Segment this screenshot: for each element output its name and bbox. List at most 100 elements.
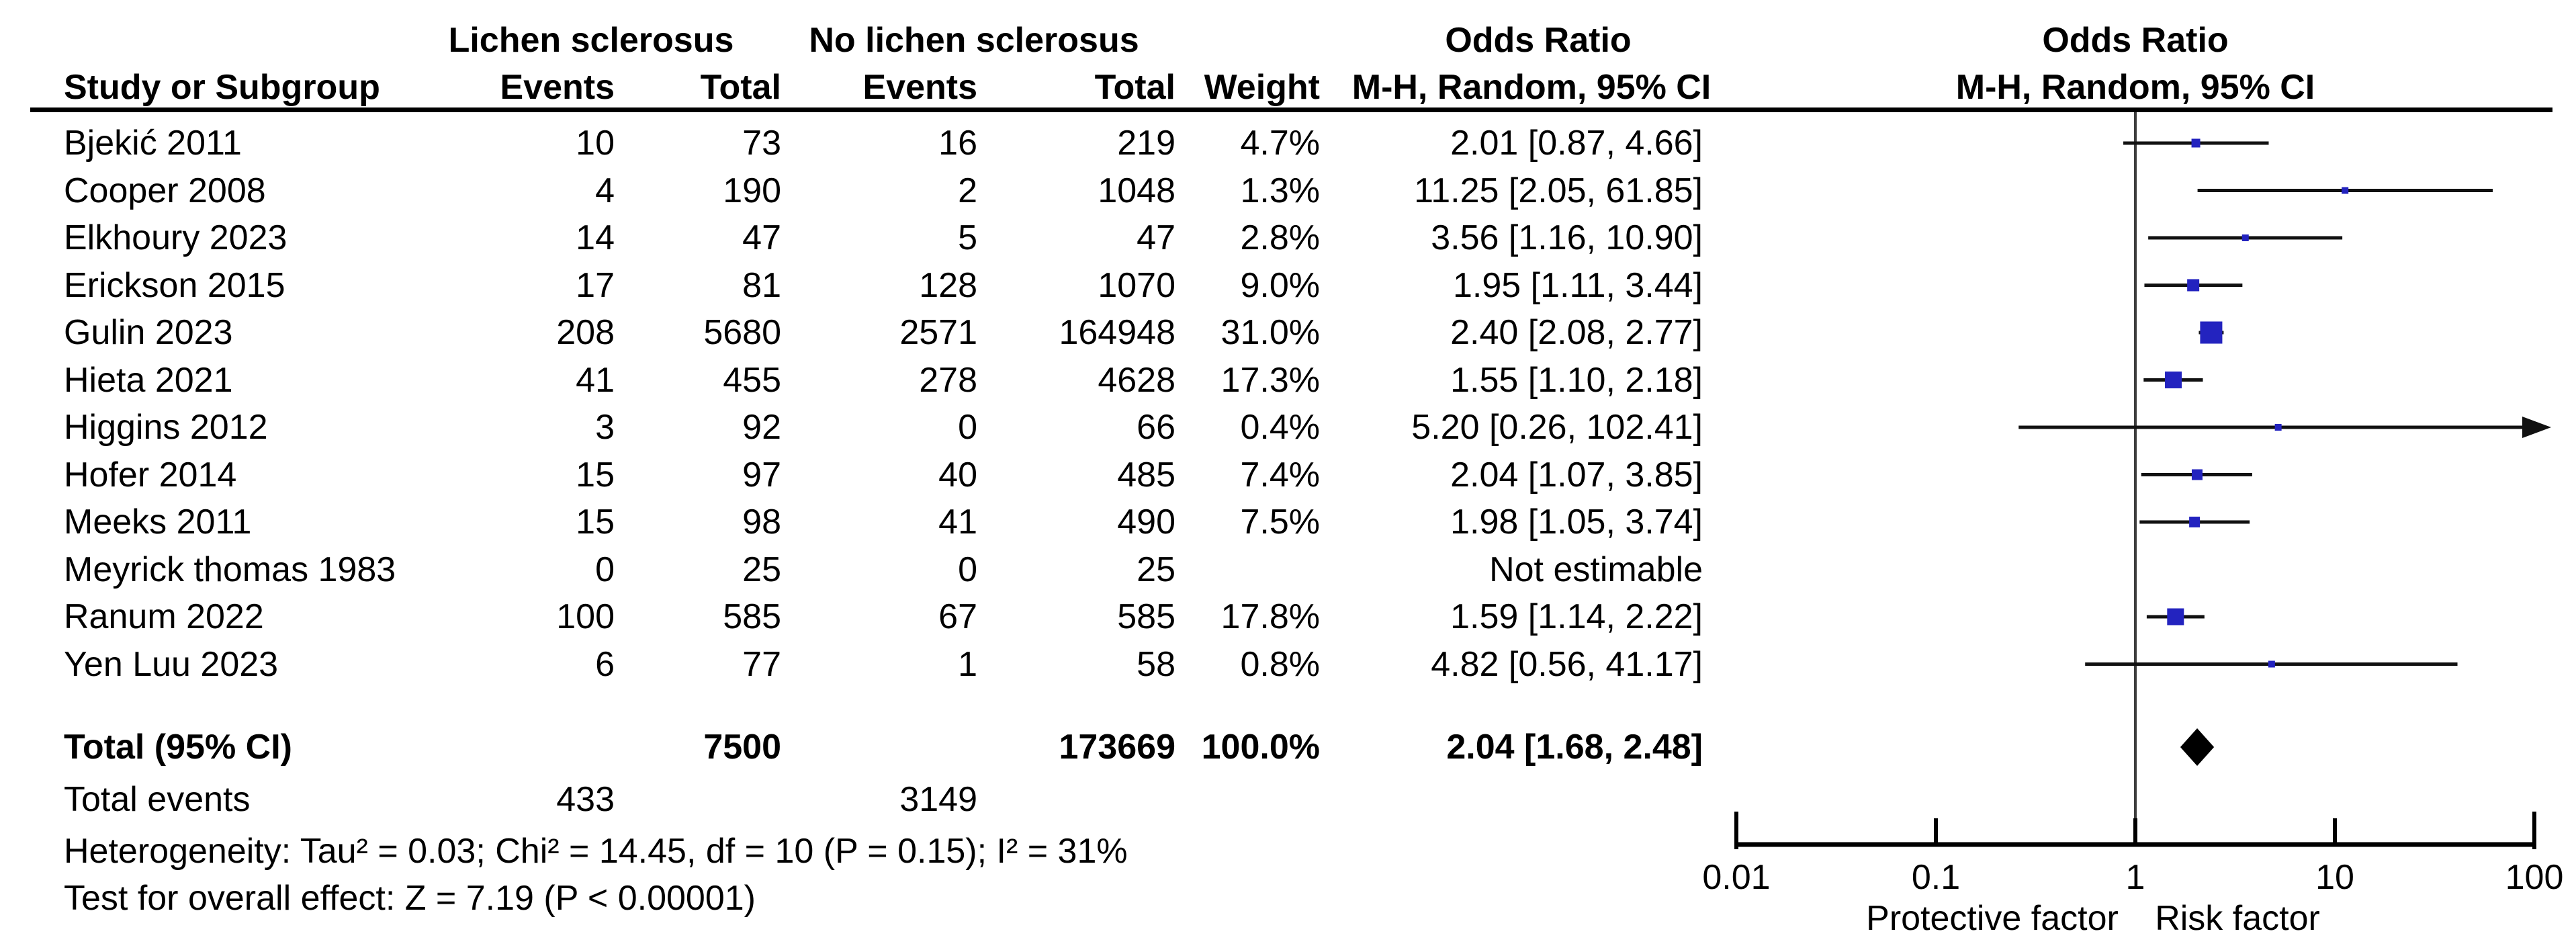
- or-ci-text: Not estimable: [1489, 550, 1703, 589]
- study-column-header: Study or Subgroup: [64, 68, 380, 107]
- total-nols-total: 173669: [1059, 728, 1175, 767]
- study-row: Higgins 2012 3 92 0 66 0.4% 5.20 [0.26, …: [0, 404, 2576, 451]
- weight: 31.0%: [1220, 313, 1320, 352]
- nols-events: 5: [958, 218, 977, 257]
- or-ci-text: 2.01 [0.87, 4.66]: [1450, 124, 1703, 163]
- or-ci-text: 1.55 [1.10, 2.18]: [1450, 360, 1703, 400]
- total-weight: 100.0%: [1201, 728, 1320, 767]
- overall-effect-row: Test for overall effect: Z = 7.19 (P < 0…: [0, 875, 2576, 922]
- or-ci-text: 1.95 [1.11, 3.44]: [1453, 265, 1703, 305]
- x-axis-tick-label: 0.1: [1911, 858, 1961, 897]
- ls-events: 0: [595, 550, 615, 589]
- weight: 17.3%: [1220, 360, 1320, 400]
- nols-total: 1048: [1098, 171, 1175, 210]
- nols-events: 67: [938, 597, 977, 636]
- nols-events: 2571: [899, 313, 977, 352]
- ls-total: 5680: [703, 313, 781, 352]
- nols-total: 4628: [1098, 360, 1175, 400]
- ls-total: 585: [723, 597, 781, 636]
- x-axis-tick-label: 0.01: [1702, 858, 1771, 897]
- group2-header: No lichen sclerosus: [809, 21, 1139, 60]
- total-label: Total (95% CI): [64, 728, 292, 767]
- total-events-ls: 433: [556, 780, 615, 819]
- study-row: Elkhoury 2023 14 47 5 47 2.8% 3.56 [1.16…: [0, 214, 2576, 261]
- or-ci-text: 4.82 [0.56, 41.17]: [1431, 644, 1703, 684]
- weight-column-header: Weight: [1204, 68, 1320, 107]
- nols-total: 47: [1137, 218, 1175, 257]
- column-header-row: Study or Subgroup Events Total Events To…: [0, 64, 2576, 111]
- or-ci-text: 3.56 [1.16, 10.90]: [1431, 218, 1703, 257]
- nols-events-column-header: Events: [862, 68, 977, 107]
- nols-events: 0: [958, 408, 977, 447]
- nols-total: 585: [1117, 597, 1175, 636]
- ls-total: 98: [742, 503, 781, 542]
- study-row: Ranum 2022 100 585 67 585 17.8% 1.59 [1.…: [0, 593, 2576, 640]
- study-row: Hofer 2014 15 97 40 485 7.4% 2.04 [1.07,…: [0, 451, 2576, 499]
- nols-events: 0: [958, 550, 977, 589]
- ls-total: 81: [742, 265, 781, 305]
- nols-events: 278: [919, 360, 977, 400]
- weight: 7.5%: [1240, 503, 1320, 542]
- ls-events: 4: [595, 171, 615, 210]
- or-ci-text: 1.59 [1.14, 2.22]: [1450, 597, 1703, 636]
- ls-events: 3: [595, 408, 615, 447]
- heterogeneity-text: Heterogeneity: Tau² = 0.03; Chi² = 14.45…: [64, 832, 1128, 871]
- x-axis-tick-label: 100: [2505, 858, 2564, 897]
- nols-total: 25: [1137, 550, 1175, 589]
- study-row: Cooper 2008 4 190 2 1048 1.3% 11.25 [2.0…: [0, 167, 2576, 214]
- study-row: Meeks 2011 15 98 41 490 7.5% 1.98 [1.05,…: [0, 499, 2576, 546]
- ls-total: 77: [742, 644, 781, 684]
- nols-events: 40: [938, 455, 977, 494]
- study-name: Meyrick thomas 1983: [64, 550, 396, 589]
- study-name: Yen Luu 2023: [64, 644, 279, 684]
- overall-effect-text: Test for overall effect: Z = 7.19 (P < 0…: [64, 879, 756, 918]
- study-name: Cooper 2008: [64, 171, 266, 210]
- nols-events: 41: [938, 503, 977, 542]
- study-row: Yen Luu 2023 6 77 1 58 0.8% 4.82 [0.56, …: [0, 641, 2576, 688]
- nols-events: 2: [958, 171, 977, 210]
- study-name: Hofer 2014: [64, 455, 237, 494]
- total-events-row: Total events 433 3149: [0, 776, 2576, 823]
- weight: 0.8%: [1240, 644, 1320, 684]
- total-events-label: Total events: [64, 780, 251, 819]
- weight: 2.8%: [1240, 218, 1320, 257]
- nols-events: 128: [919, 265, 977, 305]
- weight: 1.3%: [1240, 171, 1320, 210]
- or-ci-text: 1.98 [1.05, 3.74]: [1450, 503, 1703, 542]
- total-events-nols: 3149: [899, 780, 977, 819]
- x-axis-tick-label: 10: [2315, 858, 2354, 897]
- study-row: Erickson 2015 17 81 128 1070 9.0% 1.95 […: [0, 262, 2576, 309]
- ls-events: 14: [576, 218, 615, 257]
- study-name: Hieta 2021: [64, 360, 233, 400]
- study-name: Meeks 2011: [64, 503, 252, 542]
- study-name: Erickson 2015: [64, 265, 285, 305]
- ls-events: 10: [576, 124, 615, 163]
- study-name: Ranum 2022: [64, 597, 264, 636]
- nols-total: 66: [1137, 408, 1175, 447]
- ls-events: 100: [556, 597, 615, 636]
- nols-total-column-header: Total: [1094, 68, 1175, 107]
- ls-events: 17: [576, 265, 615, 305]
- ls-total: 47: [742, 218, 781, 257]
- weight: 17.8%: [1220, 597, 1320, 636]
- weight: 4.7%: [1240, 124, 1320, 163]
- risk-factor-label: Risk factor: [2155, 899, 2320, 938]
- or-text-column-title: Odds Ratio: [1445, 21, 1632, 60]
- ls-total: 190: [723, 171, 781, 210]
- or-ci-text: 5.20 [0.26, 102.41]: [1411, 408, 1703, 447]
- nols-total: 1070: [1098, 265, 1175, 305]
- nols-total: 490: [1117, 503, 1175, 542]
- heterogeneity-row: Heterogeneity: Tau² = 0.03; Chi² = 14.45…: [0, 828, 2576, 875]
- study-row: Meyrick thomas 1983 0 25 0 25 Not estima…: [0, 546, 2576, 593]
- protective-factor-label: Protective factor: [1866, 899, 2119, 938]
- ls-total: 92: [742, 408, 781, 447]
- ls-total: 73: [742, 124, 781, 163]
- total-or-ci-text: 2.04 [1.68, 2.48]: [1446, 728, 1703, 767]
- weight: 0.4%: [1240, 408, 1320, 447]
- total-row: Total (95% CI) 7500 173669 100.0% 2.04 […: [0, 724, 2576, 771]
- group1-header: Lichen sclerosus: [448, 21, 734, 60]
- ls-events: 208: [556, 313, 615, 352]
- or-ci-text: 11.25 [2.05, 61.85]: [1414, 171, 1703, 210]
- or-ci-text: 2.04 [1.07, 3.85]: [1450, 455, 1703, 494]
